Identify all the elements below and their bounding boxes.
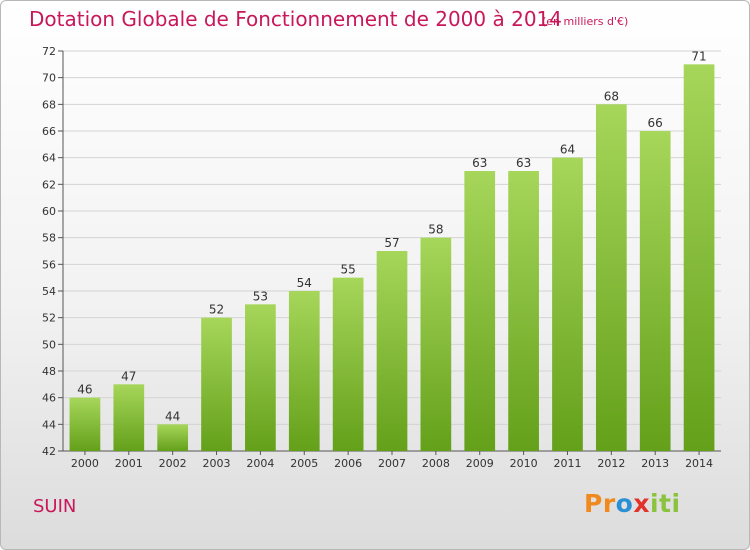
bar — [683, 64, 715, 452]
bar — [420, 237, 452, 451]
bar — [157, 424, 189, 451]
x-tick-label: 2000 — [71, 457, 99, 470]
y-tick-label: 64 — [42, 152, 56, 165]
bar — [332, 277, 364, 451]
y-tick-label: 58 — [42, 232, 56, 245]
bar — [639, 131, 671, 451]
data-label: 54 — [297, 276, 312, 290]
y-tick-label: 62 — [42, 178, 56, 191]
y-tick-label: 52 — [42, 312, 56, 325]
y-tick-label: 56 — [42, 258, 56, 271]
x-tick-label: 2005 — [290, 457, 318, 470]
x-tick-label: 2006 — [334, 457, 362, 470]
x-axis: 2000 2001 2002 2003 2004 2005 2006 2007 2008 2009… — [71, 451, 713, 470]
x-tick-label: 2012 — [597, 457, 625, 470]
data-label: 55 — [340, 263, 355, 277]
x-tick-label: 2011 — [553, 457, 581, 470]
data-label: 68 — [604, 89, 619, 103]
bar — [245, 304, 276, 451]
y-tick-label: 50 — [42, 338, 56, 351]
chart-title: Dotation Globale de Fonctionnement de 20… — [29, 7, 562, 31]
bar — [552, 157, 583, 451]
y-tick-label: 72 — [42, 45, 56, 58]
x-tick-label: 2010 — [510, 457, 538, 470]
x-tick-label: 2008 — [422, 457, 450, 470]
bar — [201, 317, 232, 451]
bar — [288, 291, 320, 451]
x-tick-label: 2009 — [466, 457, 494, 470]
bar — [69, 397, 101, 451]
x-tick-label: 2014 — [685, 457, 713, 470]
bar — [508, 171, 539, 451]
data-label: 47 — [121, 369, 136, 383]
data-label: 64 — [560, 143, 575, 157]
data-label: 52 — [209, 303, 224, 317]
x-tick-label: 2003 — [203, 457, 231, 470]
proxiti-logo: Proxiti — [584, 489, 681, 518]
data-label: 57 — [384, 236, 399, 250]
y-tick-label: 54 — [42, 285, 56, 298]
unit-note: (en milliers d'€) — [542, 15, 629, 28]
logo-part: x — [633, 489, 650, 518]
x-tick-label: 2002 — [159, 457, 187, 470]
logo-part: Pr — [584, 489, 616, 518]
logo-part: o — [615, 489, 634, 518]
data-label: 44 — [165, 409, 180, 423]
data-labels: 46 47 44 52 53 54 55 57 58 63 63 64 68 66 71 — [77, 49, 706, 423]
y-tick-label: 48 — [42, 365, 56, 378]
y-tick-label: 66 — [42, 125, 56, 138]
x-tick-label: 2004 — [246, 457, 274, 470]
bar — [113, 384, 145, 451]
x-tick-label: 2007 — [378, 457, 406, 470]
y-tick-label: 68 — [42, 98, 56, 111]
y-tick-label: 42 — [42, 445, 56, 458]
data-label: 66 — [648, 116, 663, 130]
data-label: 63 — [516, 156, 531, 170]
bar — [464, 171, 496, 451]
commune-name: SUIN — [33, 496, 77, 517]
bar — [595, 104, 627, 451]
y-tick-label: 60 — [42, 205, 56, 218]
data-label: 46 — [77, 383, 92, 397]
data-label: 63 — [472, 156, 487, 170]
x-tick-label: 2013 — [641, 457, 669, 470]
bars — [69, 64, 715, 452]
data-label: 71 — [691, 49, 706, 63]
data-label: 58 — [428, 223, 443, 237]
logo-part: iti — [649, 489, 681, 518]
y-tick-label: 70 — [42, 72, 56, 85]
bar — [376, 251, 408, 451]
y-tick-label: 46 — [42, 392, 56, 405]
y-tick-label: 44 — [42, 418, 56, 431]
x-tick-label: 2001 — [115, 457, 143, 470]
data-label: 53 — [253, 289, 268, 303]
